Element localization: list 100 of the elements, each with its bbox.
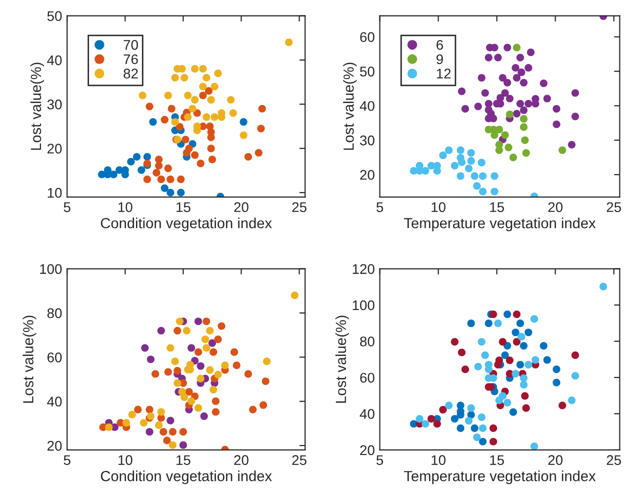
- y-tick-label: 20: [360, 170, 374, 180]
- x-tick-label: 5: [376, 455, 384, 466]
- point: [152, 168, 160, 177]
- point: [422, 167, 430, 175]
- point: [464, 164, 473, 172]
- point: [490, 188, 498, 196]
- point: [540, 342, 548, 350]
- point: [506, 356, 514, 364]
- point: [509, 408, 518, 416]
- point: [194, 404, 202, 412]
- point: [495, 146, 503, 154]
- point: [182, 136, 190, 144]
- point: [207, 134, 215, 142]
- point: [520, 374, 528, 382]
- x-tick-label: 15: [490, 202, 504, 212]
- point: [199, 65, 207, 73]
- point: [182, 326, 190, 334]
- point: [490, 424, 498, 432]
- point: [439, 406, 447, 414]
- x-tick-label: 15: [176, 202, 190, 212]
- point: [157, 408, 165, 416]
- point: [490, 438, 498, 446]
- point: [516, 54, 524, 62]
- x-tick-label: 20: [548, 455, 563, 466]
- point: [128, 410, 136, 418]
- point: [127, 158, 135, 166]
- point: [105, 423, 113, 431]
- point: [240, 131, 248, 139]
- point: [522, 404, 530, 412]
- x-axis-title: Condition vegetation index: [100, 218, 272, 232]
- point: [177, 188, 185, 196]
- point: [506, 110, 514, 118]
- point: [229, 109, 237, 117]
- point: [240, 118, 248, 126]
- point: [439, 152, 447, 160]
- y-axis-title: Lost value(%): [343, 62, 357, 150]
- point: [210, 386, 218, 394]
- point: [179, 428, 188, 436]
- y-tick-label: 80: [47, 308, 62, 318]
- point: [191, 392, 199, 400]
- y-tick-label: 30: [360, 136, 374, 146]
- point: [520, 106, 528, 114]
- point: [520, 123, 528, 131]
- point: [461, 105, 470, 113]
- point: [520, 342, 528, 350]
- x-tick-label: 25: [292, 202, 306, 212]
- point: [518, 332, 526, 341]
- point: [530, 315, 538, 323]
- point: [571, 372, 580, 380]
- point: [456, 172, 464, 180]
- legend-label: 70: [124, 40, 138, 50]
- point: [227, 96, 235, 104]
- point: [193, 109, 201, 117]
- point: [461, 366, 470, 374]
- point: [558, 146, 566, 154]
- point: [166, 344, 174, 352]
- point: [504, 310, 512, 318]
- point: [157, 176, 165, 184]
- point: [501, 131, 509, 139]
- point: [146, 356, 154, 364]
- point: [478, 172, 487, 180]
- point: [516, 100, 524, 108]
- point: [520, 115, 528, 123]
- point: [184, 92, 192, 100]
- point: [516, 360, 524, 368]
- point: [467, 157, 475, 165]
- point: [171, 74, 179, 82]
- point: [258, 104, 266, 112]
- point: [543, 356, 551, 364]
- point: [478, 338, 486, 346]
- point: [458, 348, 466, 356]
- point: [512, 370, 520, 378]
- point: [138, 92, 146, 100]
- point: [199, 82, 207, 90]
- y-tick-label: 50: [47, 11, 62, 22]
- y-tick-label: 60: [360, 32, 374, 42]
- point: [490, 131, 498, 139]
- point: [262, 358, 271, 366]
- point: [164, 164, 172, 172]
- point: [481, 89, 489, 97]
- point: [512, 310, 521, 318]
- point: [478, 158, 486, 166]
- point: [470, 172, 478, 180]
- point: [110, 170, 118, 178]
- point: [512, 338, 521, 346]
- point: [416, 414, 424, 423]
- point: [210, 82, 218, 90]
- point: [498, 338, 506, 346]
- point: [450, 338, 458, 346]
- point: [512, 328, 520, 336]
- point: [179, 441, 188, 449]
- point: [474, 362, 482, 370]
- point: [155, 421, 163, 430]
- point: [501, 351, 509, 360]
- point: [214, 370, 222, 378]
- point: [254, 149, 262, 157]
- point: [498, 392, 506, 400]
- y-axis-title: Lost value(%): [335, 316, 349, 403]
- point: [196, 362, 204, 370]
- y-tick-label: 60: [360, 372, 374, 383]
